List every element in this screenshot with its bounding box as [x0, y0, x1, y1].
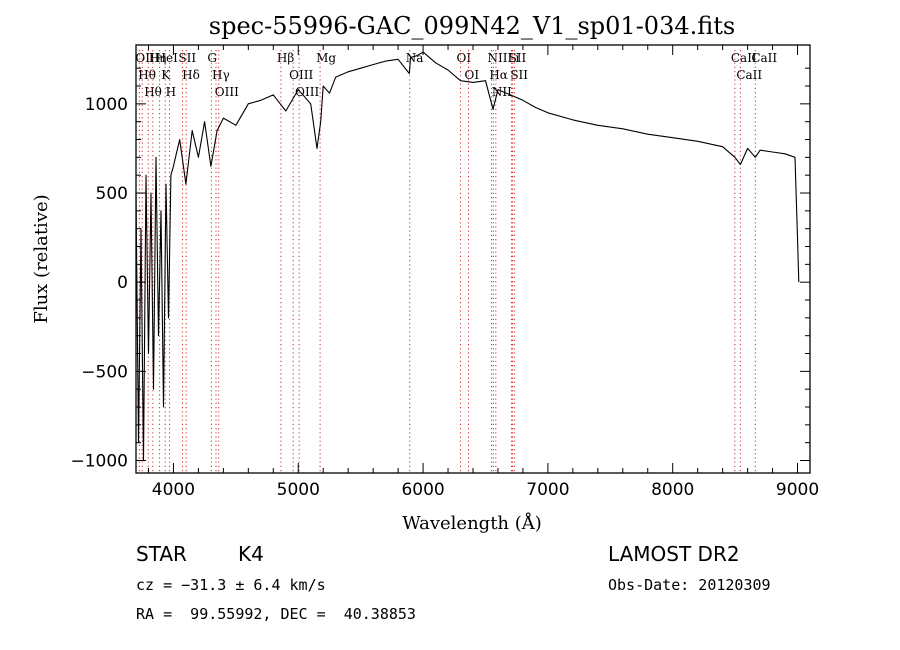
- y-tick-label: 500: [96, 184, 128, 204]
- spectral-line-label: CaII: [736, 68, 762, 82]
- spectral-line-label: SII: [509, 51, 527, 65]
- x-tick-label: 8000: [651, 480, 694, 500]
- spectral-line-label: OI: [457, 51, 472, 65]
- subclass: K4: [238, 542, 264, 566]
- y-tick-label: 0: [117, 273, 128, 293]
- spectrum-series: [135, 51, 800, 462]
- spectral-line-label: OIII: [289, 68, 313, 82]
- x-axis-label: Wavelength (Å): [402, 512, 542, 534]
- spectral-line-label: SII: [178, 51, 196, 65]
- x-tick-label: 6000: [401, 480, 444, 500]
- spectral-line-label: OII: [135, 51, 155, 65]
- spectral-line-label: CaII: [751, 51, 777, 65]
- spectral-line-label: Hα: [489, 68, 508, 82]
- spectral-line-label: Mg: [316, 51, 336, 65]
- x-tick-label: 9000: [776, 480, 819, 500]
- y-tick-label: 1000: [85, 95, 128, 115]
- y-tick-label: −1000: [70, 452, 128, 472]
- x-tick-label: 4000: [152, 480, 195, 500]
- spectral-line-label: Hγ: [212, 68, 230, 82]
- spectral-line-label: Hθ: [138, 68, 156, 82]
- spectral-line-label: CaII: [731, 51, 757, 65]
- spectral-line-label: G: [207, 51, 217, 65]
- spectral-line-label: OI: [465, 68, 480, 82]
- spectral-line-label: NII: [487, 51, 507, 65]
- y-tick-label: −500: [81, 362, 128, 382]
- spectral-line-label: K: [161, 68, 171, 82]
- spectral-line-label: H: [166, 85, 176, 99]
- spectral-line-label: NII: [492, 85, 512, 99]
- spectral-line-label: OIII: [215, 85, 239, 99]
- spectral-line-label: HeI: [156, 51, 179, 65]
- plot-frame: [135, 44, 811, 474]
- spectral-line-label: SII: [510, 68, 528, 82]
- spectral-line-label: OIII: [295, 85, 319, 99]
- x-tick-label: 5000: [277, 480, 320, 500]
- observation-date: Obs-Date: 20120309: [608, 576, 771, 594]
- object-class: STAR: [136, 542, 187, 566]
- coordinates: RA = 99.55992, DEC = 40.38853: [136, 605, 416, 623]
- spectral-line-label: Hη: [149, 51, 167, 65]
- y-axis-label: Flux (relative): [31, 194, 52, 323]
- spectral-line-label: Hβ: [277, 51, 294, 65]
- survey-name: LAMOST DR2: [608, 542, 740, 566]
- spectral-line-label: Hδ: [182, 68, 200, 82]
- chart-title: spec-55996-GAC_099N42_V1_sp01-034.fits: [209, 12, 735, 40]
- x-tick-label: 7000: [526, 480, 569, 500]
- velocity-readout: cz = −31.3 ± 6.4 km/s: [136, 576, 326, 594]
- spectral-line-label: Li: [507, 51, 519, 65]
